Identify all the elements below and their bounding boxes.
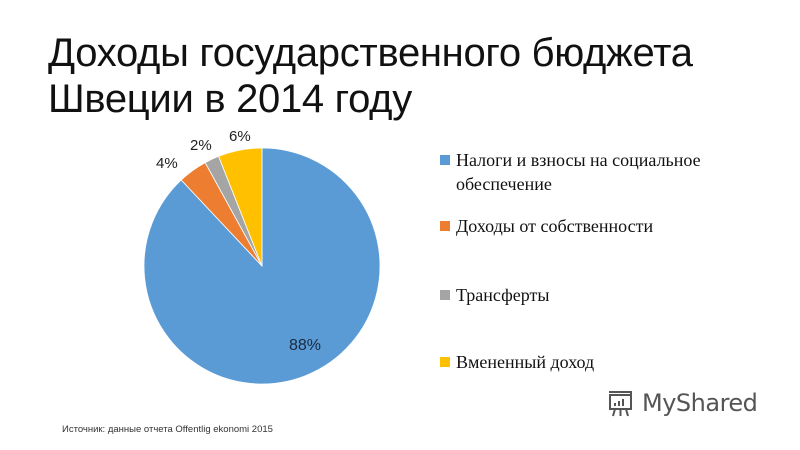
source-note: Источник: данные отчета Offentlig ekonom… [62,424,273,435]
watermark-logo: MyShared [606,388,758,418]
data-label-2: 2% [190,137,212,154]
legend-label-imputed-income: Вмененный доход [456,352,595,372]
title-line-2: Швеции в 2014 году [48,77,412,121]
legend-label-taxes: Налоги и взносы на социальное обеспечени… [456,150,701,194]
slice-taxes [143,147,381,385]
slide-title: Доходы государственного бюджета Швеции в… [48,30,693,122]
watermark-text: MyShared [642,389,758,417]
slice-imputed-income [218,147,263,267]
data-label-4: 4% [156,155,178,172]
legend-label-property-income: Доходы от собственности [456,216,654,236]
presentation-board-icon [609,391,632,417]
legend-swatch-orange [440,221,450,231]
legend-swatch-yellow [440,357,450,367]
title-line-1: Доходы государственного бюджета [48,31,693,75]
data-label-88: 88% [289,337,322,354]
legend-swatch-gray [440,290,450,300]
legend-swatch-blue [440,155,450,165]
legend-label-transfers: Трансферты [456,285,550,305]
data-label-6: 6% [229,128,251,145]
pie-slices [143,147,381,385]
